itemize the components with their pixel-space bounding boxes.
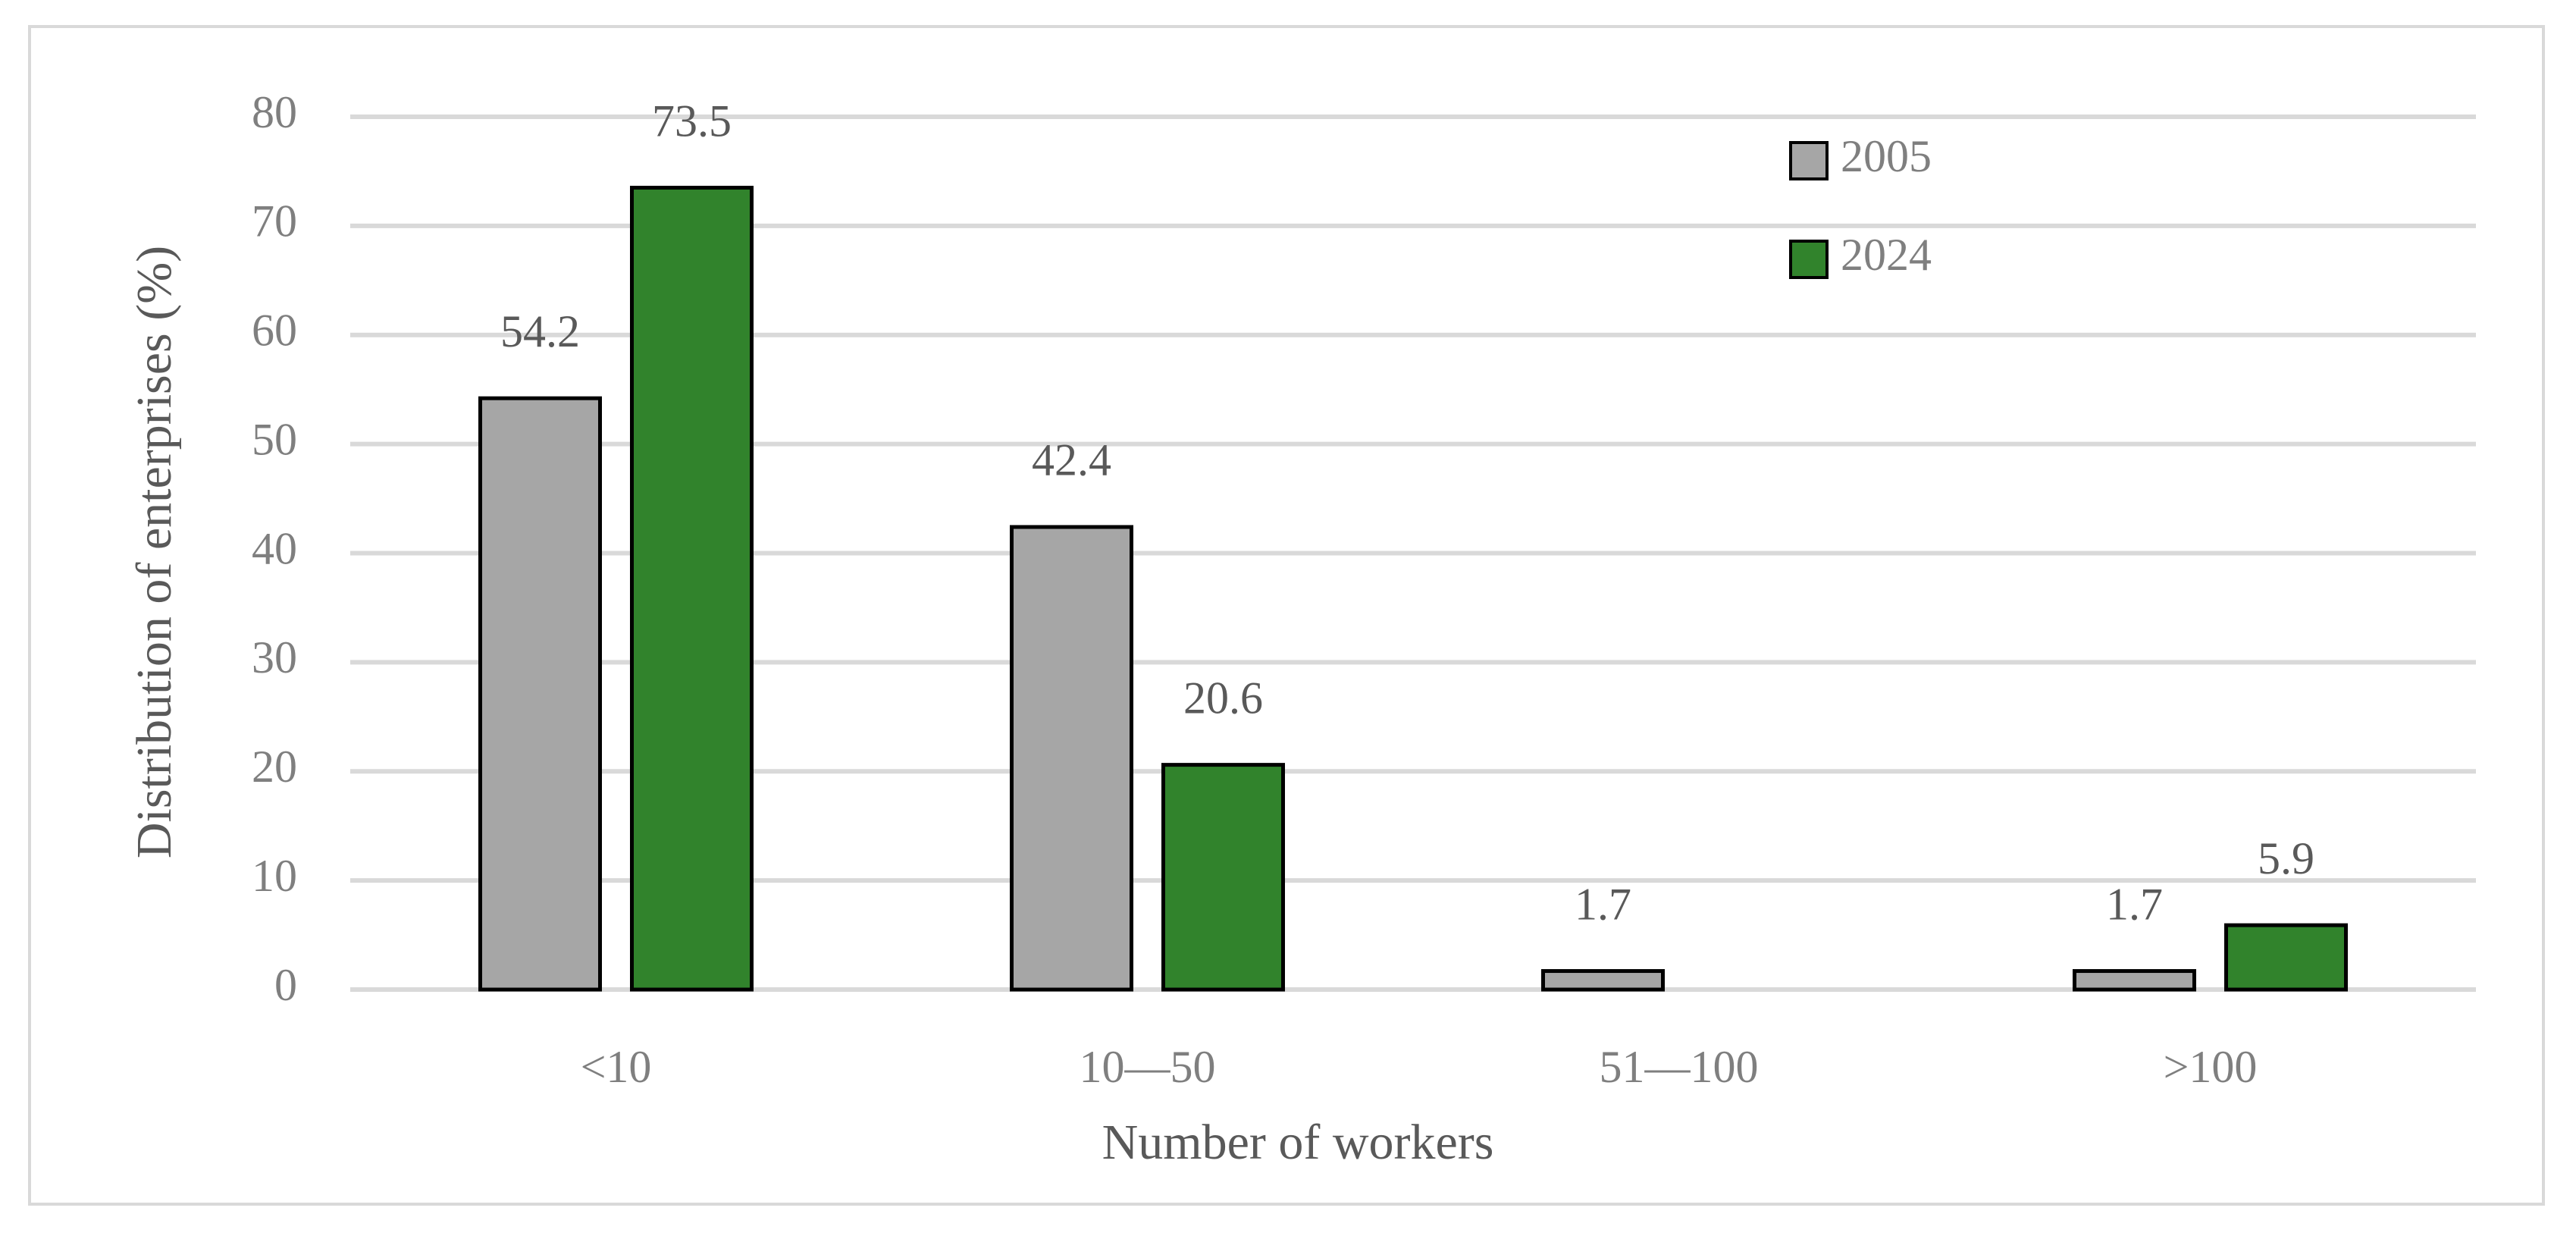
- bar: [478, 396, 602, 992]
- y-tick-label: 70: [252, 196, 297, 246]
- legend-swatch: [1789, 141, 1829, 180]
- y-tick-label: 50: [252, 414, 297, 464]
- y-tick-label: 30: [252, 632, 297, 682]
- y-tick-label: 80: [252, 87, 297, 137]
- y-tick-label: 40: [252, 523, 297, 573]
- bar: [630, 186, 754, 992]
- bar: [2073, 969, 2196, 992]
- legend-label: 2024: [1841, 230, 1932, 280]
- value-label: 1.7: [1575, 879, 1631, 929]
- bar: [1541, 969, 1665, 992]
- bar: [1161, 763, 1285, 992]
- legend-label: 2005: [1841, 131, 1932, 181]
- x-tick-label: 10—50: [1080, 1042, 1216, 1092]
- value-label: 42.4: [1032, 435, 1111, 485]
- value-label: 20.6: [1183, 673, 1263, 723]
- value-label: 5.9: [2258, 833, 2314, 883]
- x-tick-label: <10: [581, 1042, 652, 1092]
- y-axis-title: Distribution of enterprises (%): [127, 246, 182, 858]
- y-tick-label: 0: [274, 960, 297, 1010]
- value-label: 1.7: [2106, 879, 2163, 929]
- chart-border: [28, 25, 2545, 1206]
- x-tick-label: 51—100: [1600, 1042, 1759, 1092]
- y-tick-label: 10: [252, 851, 297, 901]
- bar: [1010, 525, 1133, 992]
- x-axis-title: Number of workers: [1102, 1115, 1494, 1170]
- value-label: 54.2: [500, 306, 580, 356]
- legend-swatch: [1789, 240, 1829, 279]
- x-tick-label: >100: [2164, 1042, 2258, 1092]
- y-tick-label: 60: [252, 306, 297, 356]
- bar: [2224, 923, 2348, 992]
- value-label: 73.5: [652, 96, 732, 146]
- y-tick-label: 20: [252, 742, 297, 792]
